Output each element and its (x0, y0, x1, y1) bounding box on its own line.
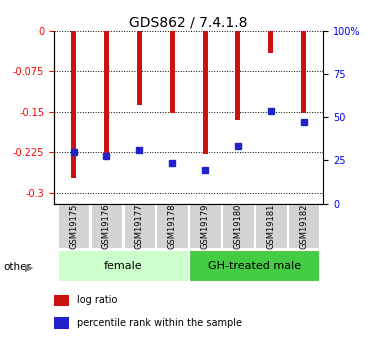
FancyBboxPatch shape (124, 205, 155, 247)
FancyBboxPatch shape (58, 205, 89, 247)
Bar (236, 31, 240, 120)
Bar (203, 31, 208, 154)
Title: GDS862 / 7.4.1.8: GDS862 / 7.4.1.8 (129, 16, 248, 30)
Text: GSM19181: GSM19181 (266, 203, 275, 249)
Text: GSM19178: GSM19178 (168, 203, 177, 249)
Bar (301, 31, 306, 113)
Text: GSM19177: GSM19177 (135, 203, 144, 249)
FancyBboxPatch shape (288, 205, 320, 247)
Text: GSM19175: GSM19175 (69, 203, 78, 249)
Bar (268, 31, 273, 52)
Text: GSM19176: GSM19176 (102, 203, 111, 249)
Bar (137, 31, 142, 106)
Text: GSM19180: GSM19180 (233, 203, 243, 249)
Text: female: female (104, 261, 142, 270)
Bar (104, 31, 109, 158)
FancyBboxPatch shape (222, 205, 254, 247)
Text: percentile rank within the sample: percentile rank within the sample (77, 318, 242, 327)
Text: GH-treated male: GH-treated male (208, 261, 301, 270)
FancyBboxPatch shape (58, 250, 188, 281)
FancyBboxPatch shape (91, 205, 122, 247)
FancyBboxPatch shape (255, 205, 286, 247)
Text: ▶: ▶ (25, 263, 33, 272)
FancyBboxPatch shape (156, 205, 188, 247)
Text: GSM19182: GSM19182 (299, 203, 308, 249)
Bar (170, 31, 175, 113)
FancyBboxPatch shape (189, 250, 320, 281)
Bar (71, 31, 76, 178)
Text: other: other (4, 263, 32, 272)
Text: log ratio: log ratio (77, 295, 117, 305)
FancyBboxPatch shape (189, 205, 221, 247)
Text: GSM19179: GSM19179 (201, 203, 209, 249)
